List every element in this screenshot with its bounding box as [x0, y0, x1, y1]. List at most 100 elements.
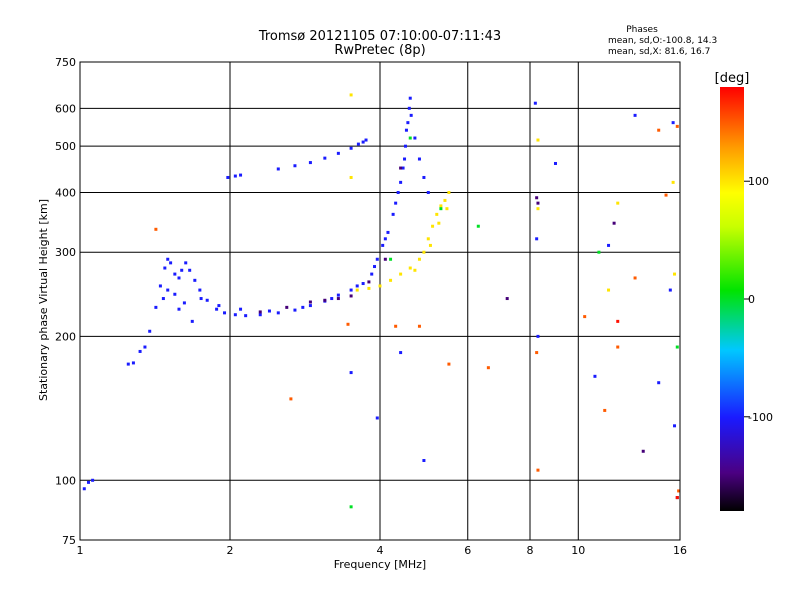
data-point	[391, 212, 395, 216]
data-point	[426, 190, 430, 194]
data-point	[536, 201, 540, 205]
x-axis-label: Frequency [MHz]	[334, 558, 426, 571]
data-point	[641, 449, 645, 453]
data-point	[633, 276, 637, 280]
data-point	[435, 212, 439, 216]
data-point	[330, 297, 334, 301]
data-point	[173, 292, 177, 296]
data-point	[443, 198, 447, 202]
colorbar-label: [deg]	[715, 71, 750, 86]
data-point	[447, 362, 451, 366]
data-point	[355, 284, 359, 288]
data-point	[166, 257, 170, 261]
data-point	[417, 324, 421, 328]
data-point	[607, 288, 611, 292]
data-point	[205, 298, 209, 302]
data-point	[361, 140, 365, 144]
data-point	[671, 180, 675, 184]
data-point	[356, 142, 360, 146]
data-point	[389, 257, 393, 261]
data-point	[336, 297, 340, 301]
data-point	[437, 221, 441, 225]
x-tick-labels: 1 2 4 6 8 10 16	[77, 544, 688, 557]
data-point	[226, 175, 230, 179]
data-point	[173, 272, 177, 276]
data-point	[361, 282, 365, 286]
data-point	[375, 416, 379, 420]
data-point	[239, 173, 243, 177]
data-point	[616, 319, 620, 323]
data-point	[399, 166, 403, 170]
data-point	[375, 257, 379, 261]
data-point	[276, 311, 280, 315]
data-point	[244, 314, 248, 318]
data-point	[346, 322, 350, 326]
data-point	[355, 288, 359, 292]
data-point	[673, 272, 677, 276]
data-point	[308, 304, 312, 308]
data-point	[161, 297, 165, 301]
data-point	[373, 265, 377, 269]
data-point	[367, 286, 371, 290]
y-tick-label: 200	[55, 330, 76, 343]
data-point	[383, 257, 387, 261]
y-axis-label: Stationary phase Virtual Height [km]	[37, 199, 50, 401]
data-point	[166, 288, 170, 292]
data-point	[293, 308, 297, 312]
data-point	[276, 167, 280, 171]
data-point	[383, 237, 387, 241]
y-tick-label: 400	[55, 186, 76, 199]
data-point	[553, 161, 557, 165]
data-point	[673, 424, 677, 428]
colorbar-tick-label: -100	[748, 411, 773, 424]
data-point	[182, 301, 186, 305]
data-point	[239, 307, 243, 311]
data-point	[308, 161, 312, 165]
data-point	[267, 309, 271, 313]
stats-o-mode: mean, sd,O:-100.8, 14.3	[608, 36, 717, 46]
stats-x-mode: mean, sd,X: 81.6, 16.7	[608, 47, 710, 57]
x-tick-label: 10	[571, 544, 585, 557]
x-tick-label: 8	[527, 544, 534, 557]
data-point	[336, 151, 340, 155]
data-point	[675, 496, 679, 500]
data-point	[583, 315, 587, 319]
data-point	[169, 261, 173, 265]
data-point	[258, 313, 262, 317]
y-tick-label: 75	[62, 534, 76, 547]
data-point	[439, 207, 443, 211]
data-point	[422, 458, 426, 462]
data-point	[535, 351, 539, 355]
data-point	[664, 193, 668, 197]
data-point	[293, 164, 297, 168]
data-point	[158, 284, 162, 288]
data-point	[349, 505, 353, 509]
data-point	[154, 227, 158, 231]
data-point	[677, 489, 681, 493]
data-point	[289, 397, 293, 401]
data-point	[408, 96, 412, 100]
data-point	[401, 166, 405, 170]
data-point	[413, 136, 417, 140]
data-point	[536, 468, 540, 472]
y-tick-label: 500	[55, 140, 76, 153]
data-point	[408, 136, 412, 140]
data-point	[616, 201, 620, 205]
data-point	[597, 250, 601, 254]
data-point	[91, 478, 95, 482]
data-point	[215, 307, 219, 311]
data-point	[163, 266, 167, 270]
data-point	[403, 157, 407, 161]
data-point	[394, 324, 398, 328]
data-point	[536, 138, 540, 142]
data-point	[399, 351, 403, 355]
data-point	[285, 305, 289, 309]
data-point	[148, 329, 152, 333]
data-point	[323, 156, 327, 160]
data-point	[154, 305, 158, 309]
data-point	[82, 487, 86, 491]
data-point	[675, 124, 679, 128]
data-point	[258, 310, 262, 314]
colorbar-tick-label: 100	[748, 175, 769, 188]
